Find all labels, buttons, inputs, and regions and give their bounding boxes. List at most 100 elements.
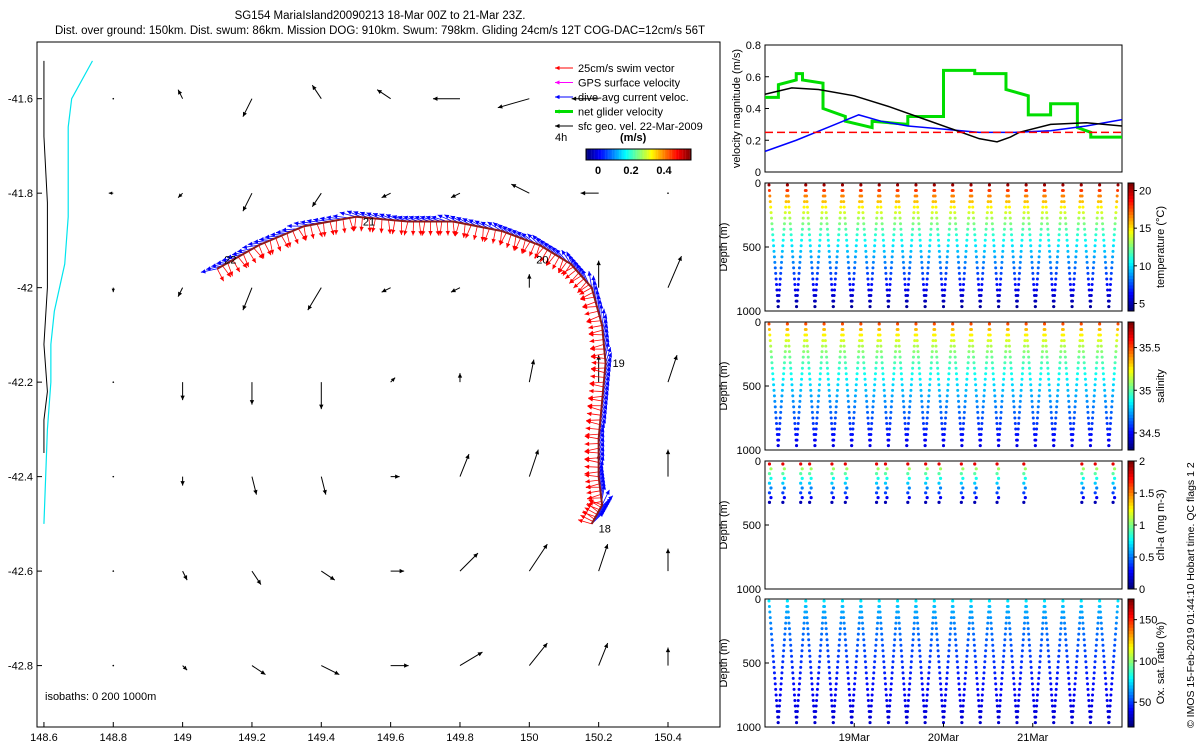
temperature-sample [955, 238, 959, 242]
salinity-sample [872, 388, 876, 392]
chla-colorbar-cell [1128, 566, 1134, 571]
salinity-sample [1007, 344, 1011, 348]
temperature-sample [966, 222, 970, 226]
temperature-sample [842, 205, 846, 209]
temperature-sample [995, 277, 999, 281]
salinity-sample [921, 416, 925, 420]
salinity-sample [972, 366, 976, 370]
oxygen-colorbar-cell [1128, 650, 1134, 654]
salinity-sample [957, 399, 961, 403]
swim-vector-head [589, 380, 595, 386]
salinity-sample [1086, 416, 1090, 420]
chla-sample [843, 462, 847, 466]
salinity-sample [800, 372, 804, 376]
salinity-sample [1055, 405, 1059, 409]
geo-velocity-vector-head [319, 404, 324, 410]
oxygen-colorbar-cell [1128, 643, 1134, 648]
oxygen-sample [1113, 643, 1117, 647]
temperature-sample [850, 305, 854, 309]
salinity-sample [901, 388, 905, 392]
temperature-sample [797, 271, 801, 275]
geo-velocity-vector-head [604, 544, 609, 550]
dac-vector-head [346, 210, 352, 215]
oxygen-sample [812, 704, 816, 708]
dac-vector-head [414, 215, 420, 220]
oxygen-sample [901, 665, 905, 669]
temperature-sample [817, 255, 821, 259]
salinity-sample [975, 405, 979, 409]
salinity-sample [1082, 361, 1086, 365]
salinity-sample [984, 361, 988, 365]
salinity-sample [932, 322, 936, 326]
salinity-sample [777, 433, 781, 437]
temperature-sample [1046, 227, 1050, 231]
oxygen-sample [1086, 682, 1090, 686]
temperature-sample [964, 244, 968, 248]
oxygen-sample [962, 687, 966, 691]
temperature-sample [825, 216, 829, 220]
geo-velocity-vector-head [542, 643, 548, 648]
geo-velocity-vector-head [390, 377, 396, 382]
temperature-sample [1027, 227, 1031, 231]
salinity-sample [893, 361, 897, 365]
dac-vector-head [339, 211, 345, 216]
temperature-colorbar-cell [1128, 211, 1134, 216]
temperature-sample [986, 200, 990, 204]
swim-vector-head [498, 240, 503, 246]
chla-colorbar-cell [1128, 470, 1134, 475]
oxygen-sample [806, 632, 810, 636]
temperature-sample [831, 305, 835, 309]
salinity-sample [1031, 416, 1035, 420]
chla-sample [924, 462, 928, 466]
swim-vector-head [258, 253, 264, 259]
salinity-sample [916, 350, 920, 354]
oxygen-sample [805, 621, 809, 625]
oxygen-sample [788, 638, 792, 642]
dac-vector-head [444, 214, 450, 219]
oxygen-sample [902, 682, 906, 686]
map-ytick-label: -42.6 [8, 566, 33, 578]
temperature-sample [864, 249, 868, 253]
chla-colorbar-cell [1128, 502, 1134, 507]
salinity-sample [942, 444, 945, 448]
salinity-sample [1032, 427, 1036, 431]
salinity-sample [786, 328, 790, 332]
salinity-colorbar-tick-label: 34.5 [1139, 428, 1160, 440]
chla-sample [925, 486, 929, 490]
oxygen-sample [1063, 621, 1067, 625]
salinity-sample [869, 433, 873, 437]
temperature-sample [767, 189, 771, 193]
oxygen-sample [798, 676, 802, 680]
temperature-sample [832, 299, 836, 303]
salinity-sample [830, 421, 834, 425]
oxygen-sample [854, 665, 858, 669]
geo-velocity-vector-head [183, 575, 188, 581]
temperature-colorbar-frame [1127, 182, 1135, 312]
oxygen-sample [797, 687, 801, 691]
oxygen-sample [833, 704, 837, 708]
temperature-sample [792, 271, 796, 275]
temperature-sample [770, 222, 774, 226]
chla-colorbar-cell [1128, 550, 1134, 555]
dac-vector-head [293, 221, 299, 226]
oxygen-sample [976, 687, 980, 691]
temperature-sample [770, 227, 774, 231]
salinity-sample [1090, 421, 1094, 425]
oxygen-sample [953, 632, 957, 636]
oxygen-sample [927, 665, 931, 669]
oxygen-sample [888, 693, 892, 697]
temperature-sample [1022, 216, 1026, 220]
temperature-colorbar-cell [1128, 298, 1134, 302]
salinity-sample [946, 383, 950, 387]
temperature-sample [838, 216, 842, 220]
salinity-sample [978, 444, 982, 448]
salinity-sample [1109, 410, 1113, 414]
temperature-sample [774, 277, 778, 281]
temperature-sample [780, 249, 784, 253]
oxygen-sample [1090, 698, 1094, 702]
oxygen-sample [1073, 682, 1077, 686]
oxygen-sample [1023, 616, 1027, 620]
salinity-sample [981, 410, 985, 414]
geo-velocity-vector-head [180, 395, 185, 401]
